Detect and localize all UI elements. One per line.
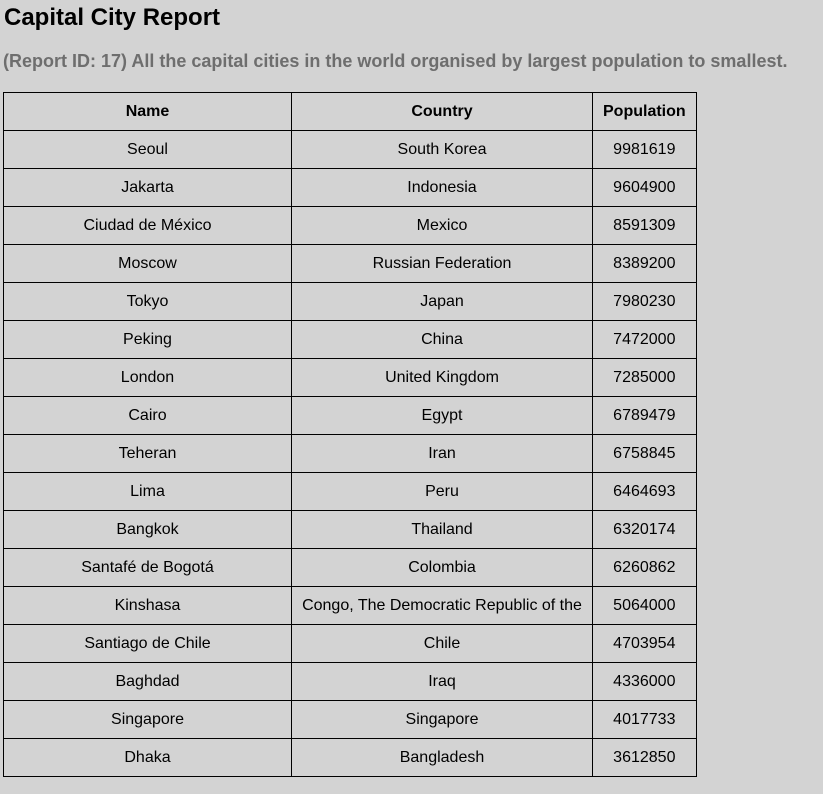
cell-city-name: London [3, 358, 292, 397]
cell-country: Russian Federation [291, 244, 593, 283]
cell-country: Thailand [291, 510, 593, 549]
cell-country: China [291, 320, 593, 359]
table-row: Bangkok Thailand 6320174 [3, 510, 697, 549]
cell-population: 7472000 [592, 320, 697, 359]
cell-population: 9604900 [592, 168, 697, 207]
table-row: Dhaka Bangladesh 3612850 [3, 738, 697, 777]
cell-city-name: Bangkok [3, 510, 292, 549]
table-row: Singapore Singapore 4017733 [3, 700, 697, 739]
page-title: Capital City Report [4, 4, 221, 31]
cell-city-name: Singapore [3, 700, 292, 739]
cell-population: 9981619 [592, 130, 697, 169]
cell-population: 3612850 [592, 738, 697, 777]
cell-population: 4703954 [592, 624, 697, 663]
cell-country: Iran [291, 434, 593, 473]
cell-city-name: Tokyo [3, 282, 292, 321]
cell-country: Indonesia [291, 168, 593, 207]
cell-country: Egypt [291, 396, 593, 435]
cell-city-name: Baghdad [3, 662, 292, 701]
table-row: Santafé de Bogotá Colombia 6260862 [3, 548, 697, 587]
table-row: Baghdad Iraq 4336000 [3, 662, 697, 701]
table-row: Tokyo Japan 7980230 [3, 282, 697, 321]
cell-city-name: Jakarta [3, 168, 292, 207]
cell-country: Colombia [291, 548, 593, 587]
cell-population: 6789479 [592, 396, 697, 435]
cell-country: South Korea [291, 130, 593, 169]
cell-country: Chile [291, 624, 593, 663]
table-row: Kinshasa Congo, The Democratic Republic … [3, 586, 697, 625]
table-row: Cairo Egypt 6789479 [3, 396, 697, 435]
cell-population: 5064000 [592, 586, 697, 625]
cell-population: 8389200 [592, 244, 697, 283]
cell-country: Japan [291, 282, 593, 321]
cell-country: Congo, The Democratic Republic of the [291, 586, 593, 625]
cell-country: Singapore [291, 700, 593, 739]
table-row: Lima Peru 6464693 [3, 472, 697, 511]
column-header-population: Population [592, 92, 697, 131]
cell-city-name: Cairo [3, 396, 292, 435]
table-body: Seoul South Korea 9981619 Jakarta Indone… [3, 130, 697, 777]
cell-country: Bangladesh [291, 738, 593, 777]
cell-country: Iraq [291, 662, 593, 701]
cell-city-name: Kinshasa [3, 586, 292, 625]
cell-country: Peru [291, 472, 593, 511]
cell-country: Mexico [291, 206, 593, 245]
cell-city-name: Santiago de Chile [3, 624, 292, 663]
cell-population: 4017733 [592, 700, 697, 739]
cell-population: 6260862 [592, 548, 697, 587]
table-row: Jakarta Indonesia 9604900 [3, 168, 697, 207]
table-row: London United Kingdom 7285000 [3, 358, 697, 397]
cell-population: 8591309 [592, 206, 697, 245]
cell-city-name: Lima [3, 472, 292, 511]
cell-city-name: Seoul [3, 130, 292, 169]
cell-city-name: Moscow [3, 244, 292, 283]
table-row: Teheran Iran 6758845 [3, 434, 697, 473]
capital-city-table: Name Country Population Seoul South Kore… [3, 92, 697, 777]
cell-city-name: Santafé de Bogotá [3, 548, 292, 587]
cell-population: 7285000 [592, 358, 697, 397]
cell-city-name: Teheran [3, 434, 292, 473]
table-row: Santiago de Chile Chile 4703954 [3, 624, 697, 663]
cell-population: 6464693 [592, 472, 697, 511]
table-row: Ciudad de México Mexico 8591309 [3, 206, 697, 245]
table-row: Seoul South Korea 9981619 [3, 130, 697, 169]
cell-city-name: Dhaka [3, 738, 292, 777]
column-header-name: Name [3, 92, 292, 131]
cell-city-name: Ciudad de México [3, 206, 292, 245]
cell-country: United Kingdom [291, 358, 593, 397]
column-header-country: Country [291, 92, 593, 131]
cell-population: 4336000 [592, 662, 697, 701]
table-header-row: Name Country Population [3, 92, 697, 131]
cell-population: 6758845 [592, 434, 697, 473]
table-row: Moscow Russian Federation 8389200 [3, 244, 697, 283]
report-description: (Report ID: 17) All the capital cities i… [3, 51, 788, 71]
cell-population: 6320174 [592, 510, 697, 549]
table-row: Peking China 7472000 [3, 320, 697, 359]
cell-population: 7980230 [592, 282, 697, 321]
cell-city-name: Peking [3, 320, 292, 359]
